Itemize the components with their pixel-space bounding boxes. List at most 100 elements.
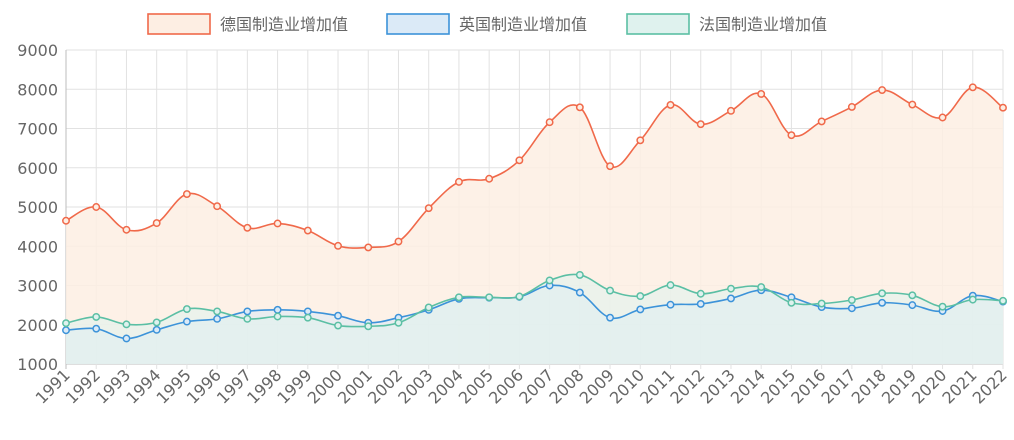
data-point[interactable]: [545, 118, 554, 127]
data-point[interactable]: [727, 284, 735, 293]
data-point[interactable]: [182, 317, 191, 326]
data-point[interactable]: [847, 304, 856, 313]
data-point[interactable]: [636, 136, 645, 145]
data-point[interactable]: [303, 226, 312, 235]
data-point[interactable]: [334, 311, 342, 320]
data-point[interactable]: [243, 314, 252, 323]
data-point[interactable]: [273, 305, 282, 314]
data-point[interactable]: [515, 292, 524, 301]
x-tick-label: 2017: [817, 365, 859, 407]
data-point[interactable]: [938, 302, 947, 311]
data-point[interactable]: [847, 296, 856, 304]
data-point[interactable]: [606, 286, 615, 295]
data-point[interactable]: [696, 289, 705, 298]
x-tick-label: 2015: [757, 365, 799, 407]
data-point[interactable]: [696, 299, 705, 308]
data-point[interactable]: [334, 241, 342, 250]
data-point[interactable]: [454, 293, 463, 302]
data-point[interactable]: [182, 305, 191, 313]
data-point[interactable]: [666, 281, 675, 290]
legend-label: 法国制造业增加值: [699, 15, 827, 34]
data-point[interactable]: [515, 156, 524, 165]
data-point[interactable]: [787, 298, 796, 307]
data-point[interactable]: [575, 270, 584, 279]
data-point[interactable]: [606, 162, 615, 171]
data-point[interactable]: [122, 225, 131, 234]
data-point[interactable]: [999, 296, 1007, 305]
x-tick-label: 2016: [787, 365, 829, 407]
data-point[interactable]: [454, 177, 463, 186]
data-point[interactable]: [636, 292, 645, 301]
data-point[interactable]: [908, 301, 917, 310]
x-tick-label: 1995: [153, 365, 195, 407]
data-point[interactable]: [213, 202, 222, 211]
data-point[interactable]: [878, 298, 887, 307]
legend-item[interactable]: 英国制造业增加值: [386, 13, 587, 35]
data-point[interactable]: [334, 321, 342, 330]
data-point[interactable]: [696, 120, 705, 129]
x-tick-label: 2009: [576, 365, 618, 407]
data-point[interactable]: [485, 293, 494, 302]
data-point[interactable]: [817, 117, 826, 126]
data-point[interactable]: [545, 276, 554, 285]
data-point[interactable]: [424, 204, 433, 213]
x-tick-label: 1996: [183, 365, 225, 407]
data-point[interactable]: [122, 334, 131, 343]
data-point[interactable]: [62, 216, 70, 225]
data-point[interactable]: [666, 300, 675, 309]
data-point[interactable]: [999, 103, 1007, 112]
data-point[interactable]: [213, 314, 222, 323]
data-point[interactable]: [152, 318, 161, 327]
data-point[interactable]: [273, 219, 282, 228]
data-point[interactable]: [92, 324, 101, 333]
data-point[interactable]: [968, 295, 977, 304]
data-point[interactable]: [303, 313, 312, 322]
x-tick-label: 2000: [304, 365, 346, 407]
data-point[interactable]: [303, 307, 312, 316]
data-point[interactable]: [787, 131, 796, 140]
data-point[interactable]: [92, 312, 101, 321]
data-point[interactable]: [908, 291, 917, 300]
data-point[interactable]: [182, 190, 191, 198]
x-tick-label: 1999: [273, 365, 315, 407]
data-point[interactable]: [878, 86, 887, 94]
data-point[interactable]: [243, 223, 252, 232]
x-tick-label: 2020: [908, 365, 950, 407]
x-tick-label: 2008: [545, 365, 587, 407]
data-point[interactable]: [636, 305, 645, 314]
data-point[interactable]: [424, 303, 433, 312]
data-point[interactable]: [62, 326, 70, 335]
series-points: [62, 83, 1007, 343]
data-point[interactable]: [908, 100, 917, 109]
legend-item[interactable]: 法国制造业增加值: [626, 13, 827, 35]
data-point[interactable]: [152, 219, 161, 228]
data-point[interactable]: [243, 307, 252, 316]
data-point[interactable]: [968, 83, 977, 92]
data-point[interactable]: [727, 106, 735, 115]
data-point[interactable]: [878, 289, 887, 298]
data-point[interactable]: [757, 90, 766, 98]
data-point[interactable]: [817, 299, 826, 308]
data-point[interactable]: [213, 307, 222, 316]
data-point[interactable]: [575, 103, 584, 112]
x-tick-label: 1997: [213, 365, 255, 407]
data-point[interactable]: [757, 283, 766, 292]
data-point[interactable]: [666, 101, 675, 109]
data-point[interactable]: [727, 294, 735, 303]
data-point[interactable]: [847, 102, 856, 111]
x-tick-label: 2013: [697, 365, 739, 407]
data-point[interactable]: [575, 288, 584, 297]
data-point[interactable]: [938, 113, 947, 122]
data-point[interactable]: [364, 322, 373, 331]
data-point[interactable]: [62, 319, 70, 328]
data-point[interactable]: [364, 243, 373, 252]
data-point[interactable]: [273, 312, 282, 321]
data-point[interactable]: [394, 318, 403, 327]
data-point[interactable]: [92, 203, 101, 211]
data-point[interactable]: [394, 237, 403, 246]
data-point[interactable]: [122, 320, 131, 329]
legend-item[interactable]: 德国制造业增加值: [147, 13, 348, 35]
data-point[interactable]: [606, 313, 615, 322]
data-point[interactable]: [485, 174, 494, 183]
data-point[interactable]: [152, 325, 161, 334]
